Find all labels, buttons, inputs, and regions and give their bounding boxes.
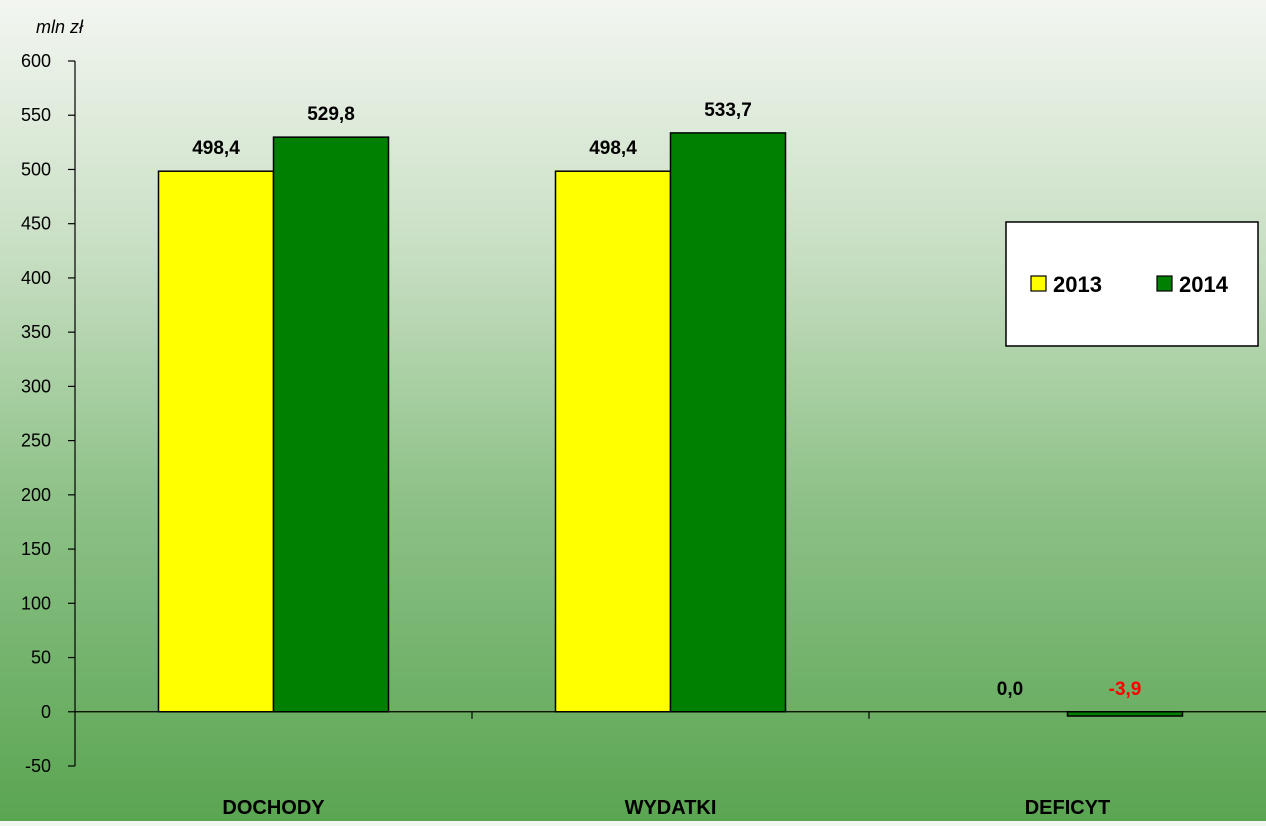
y-tick-label: 100	[21, 593, 51, 613]
y-tick-label: 500	[21, 159, 51, 179]
y-tick-label: 550	[21, 105, 51, 125]
bar	[1066, 711, 1184, 717]
category-label: DOCHODY	[222, 797, 325, 819]
data-label: 0,0	[997, 679, 1023, 700]
legend-swatch	[1156, 275, 1173, 292]
data-labels: 498,4 529,8 498,4 533,7 0,0 -3,9	[192, 100, 1141, 700]
y-tick-label: 0	[41, 702, 51, 722]
bar	[272, 136, 390, 713]
data-label: 529,8	[307, 104, 355, 125]
y-tick-label: 250	[21, 431, 51, 451]
y-tick-label: -50	[25, 756, 51, 776]
legend-box	[1005, 221, 1259, 347]
legend-label: 2014	[1179, 272, 1229, 297]
x-axis: DOCHODY WYDATKI DEFICYT	[75, 711, 1266, 819]
data-label: 498,4	[589, 138, 637, 159]
y-tick-label: 150	[21, 539, 51, 559]
y-tick-label: 300	[21, 376, 51, 396]
y-tick-label: 400	[21, 268, 51, 288]
y-axis-unit-label: mln zł	[36, 17, 84, 37]
category-label: DEFICYT	[1025, 797, 1111, 819]
legend: 2013 2014	[1005, 221, 1259, 347]
data-label: 533,7	[704, 100, 752, 121]
bar	[554, 170, 672, 713]
y-tick-label: 600	[21, 51, 51, 71]
category-label: WYDATKI	[625, 797, 717, 819]
bars	[157, 132, 1184, 717]
bar	[669, 132, 787, 713]
y-tick-label: 50	[31, 648, 51, 668]
data-label: 498,4	[192, 138, 240, 159]
data-label: -3,9	[1109, 679, 1142, 700]
bar	[157, 170, 275, 713]
legend-swatch	[1030, 275, 1047, 292]
y-tick-label: 450	[21, 214, 51, 234]
legend-label: 2013	[1053, 272, 1102, 297]
y-tick-label: 200	[21, 485, 51, 505]
y-tick-label: 350	[21, 322, 51, 342]
